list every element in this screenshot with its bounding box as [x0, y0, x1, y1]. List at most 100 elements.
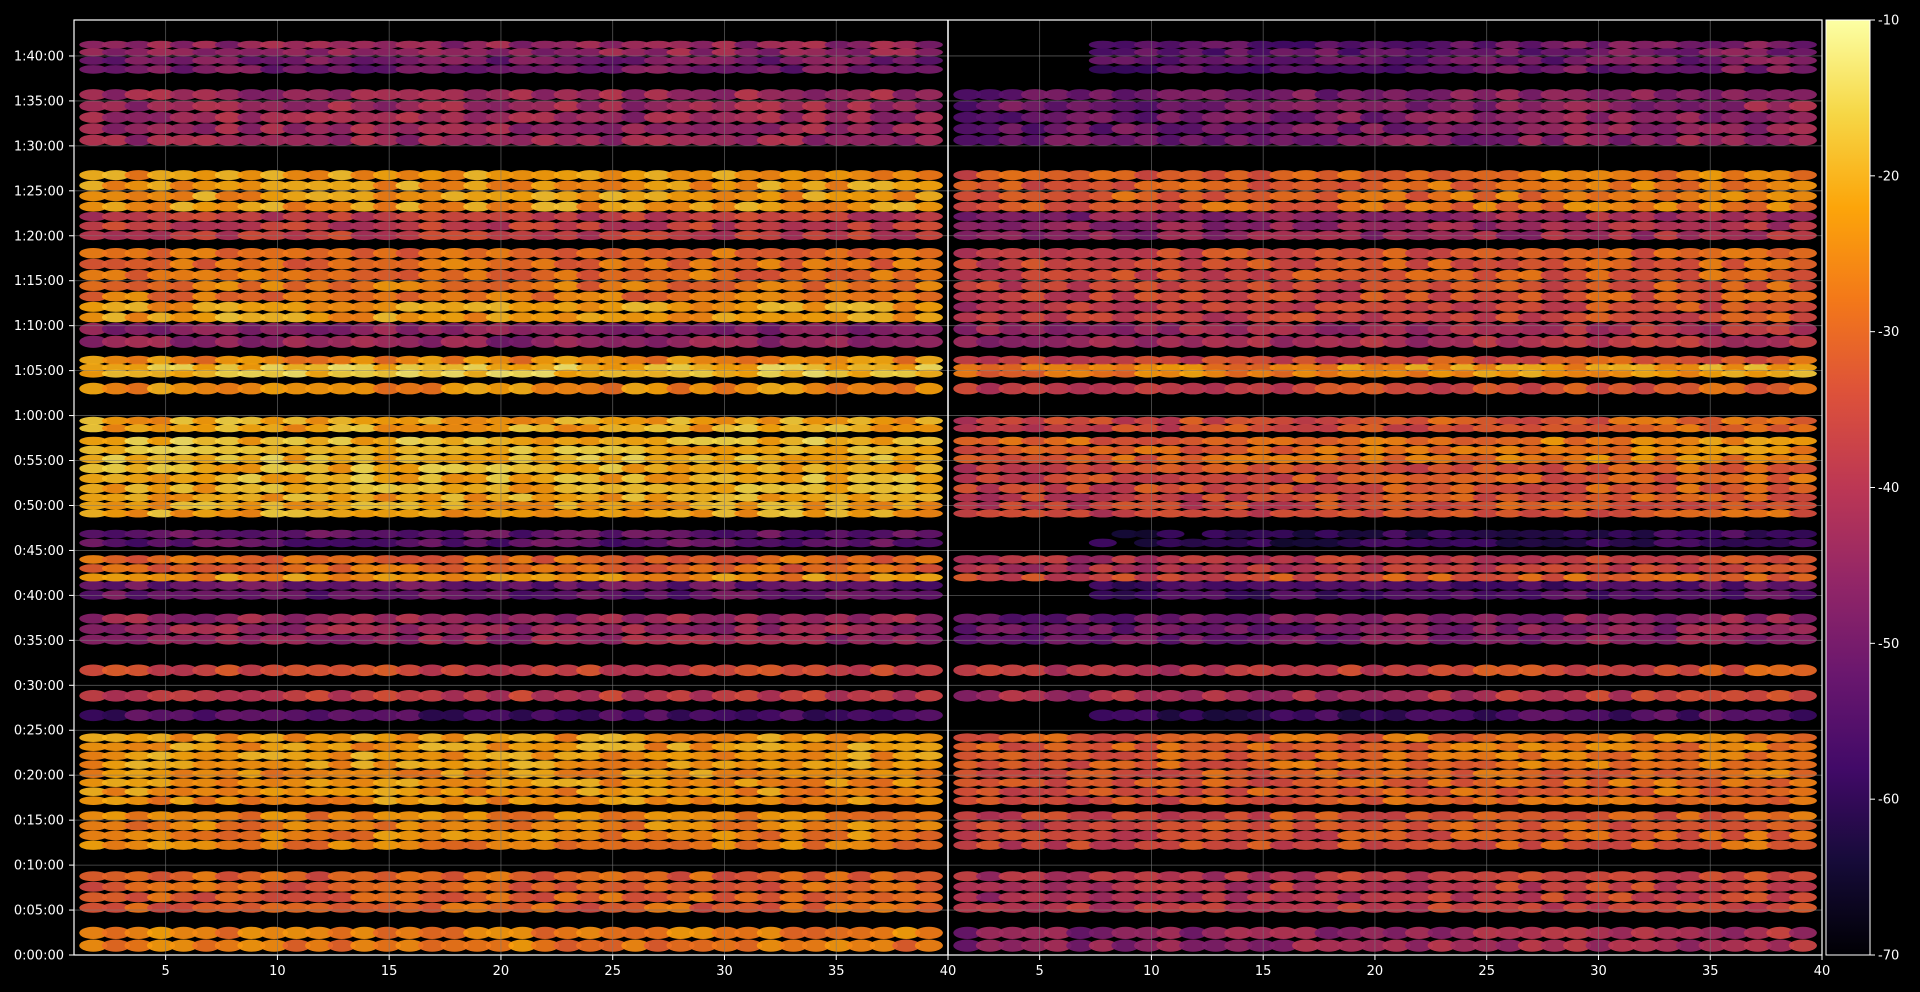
heat-cell-left-22-0-31 — [779, 281, 808, 291]
heat-cell-left-21-1-17 — [463, 312, 492, 323]
heat-cell-right-19-0-16 — [1314, 355, 1343, 365]
heat-cell-left-11-1-30 — [756, 564, 785, 573]
heat-cell-left-25-1-10 — [305, 180, 334, 191]
heat-cell-right-21-0-16 — [1314, 301, 1343, 312]
heat-cell-left-22-0-33 — [824, 281, 853, 291]
heat-cell-left-1-0-7 — [237, 871, 266, 882]
heat-cell-right-19-0-11 — [1201, 355, 1230, 365]
heat-cell-left-23-2-30 — [756, 269, 785, 281]
heat-cell-left-9-0-24 — [621, 580, 650, 590]
heat-cell-left-0-0-17 — [463, 926, 492, 940]
heat-cell-left-2-0-37 — [914, 811, 943, 821]
heat-cell-left-14-0-33 — [824, 463, 853, 474]
heat-cell-left-26-1-12 — [350, 100, 379, 112]
heat-cell-right-11-1-20 — [1405, 564, 1433, 573]
heat-cell-right-25-2-17 — [1337, 191, 1366, 202]
heat-cell-right-14-1-6 — [1088, 473, 1117, 484]
heat-cell-right-24-1-6 — [1088, 221, 1117, 231]
heat-cell-right-15-0-25 — [1517, 436, 1546, 446]
heat-cell-left-11-1-7 — [237, 564, 266, 573]
heat-cell-left-16-0-8 — [260, 416, 288, 425]
heat-cell-left-13-0-29 — [734, 493, 763, 502]
heat-cell-left-26-2-7 — [237, 111, 266, 123]
heat-cell-right-20-1-17 — [1337, 335, 1366, 348]
heat-cell-left-16-0-13 — [372, 416, 401, 425]
heat-cell-right-4-0-36 — [1766, 733, 1795, 742]
heat-cell-left-5-0-26 — [666, 709, 695, 722]
heat-cell-right-11-1-22 — [1450, 564, 1479, 573]
heat-cell-right-15-0-29 — [1608, 436, 1637, 446]
heat-cell-left-3-2-16 — [440, 787, 469, 796]
heat-cell-left-12-0-1 — [101, 529, 130, 539]
heat-cell-left-3-1-4 — [169, 778, 198, 787]
heat-cell-left-22-1-18 — [485, 291, 514, 302]
heat-cell-left-6-0-36 — [892, 690, 921, 702]
heat-cell-right-3-0-34 — [1721, 769, 1750, 778]
heat-cell-left-28-0-21 — [553, 40, 582, 49]
heat-cell-left-11-0-7 — [237, 555, 266, 564]
heat-cell-left-18-0-3 — [147, 363, 175, 372]
heat-cell-left-4-3-30 — [756, 760, 785, 769]
heat-cell-left-26-1-11 — [327, 100, 356, 112]
heat-cell-left-23-2-20 — [531, 269, 559, 281]
heat-cell-left-1-2-31 — [779, 892, 808, 903]
heat-cell-left-26-1-24 — [621, 100, 650, 112]
heat-cell-left-8-2-8 — [260, 634, 288, 645]
heat-cell-left-8-2-30 — [756, 634, 785, 645]
heat-cell-right-21-1-35 — [1743, 312, 1772, 323]
heat-cell-right-4-2-33 — [1698, 751, 1727, 760]
heat-cell-right-14-1-36 — [1766, 473, 1795, 484]
heat-cell-right-23-0-9 — [1156, 248, 1185, 259]
heat-cell-right-4-2-11 — [1201, 751, 1230, 760]
heat-cell-left-16-1-21 — [553, 424, 582, 433]
heat-cell-right-18-1-33 — [1698, 369, 1727, 378]
heat-cell-right-18-1-20 — [1405, 369, 1433, 378]
heat-cell-right-3-2-25 — [1517, 787, 1546, 796]
heat-cell-left-15-1-31 — [779, 445, 808, 455]
heat-cell-right-15-0-10 — [1179, 436, 1208, 446]
heat-cell-left-11-0-12 — [350, 555, 379, 564]
heat-cell-left-24-0-27 — [689, 211, 718, 222]
heat-cell-right-17-0-5 — [1066, 382, 1095, 395]
heat-cell-right-18-1-35 — [1743, 369, 1772, 378]
heat-cell-right-24-1-16 — [1314, 221, 1343, 231]
heat-cell-right-25-2-8 — [1134, 191, 1162, 202]
heat-cell-left-8-2-5 — [192, 634, 221, 645]
heat-cell-left-5-0-8 — [260, 709, 288, 722]
heat-cell-left-10-0-12 — [350, 573, 379, 582]
heat-cell-right-0-0-31 — [1653, 926, 1682, 940]
heat-cell-left-3-3-3 — [147, 796, 175, 805]
heat-cell-right-18-0-0 — [953, 363, 982, 372]
heat-cell-left-8-0-29 — [734, 613, 763, 624]
heat-cell-left-0-0-22 — [576, 926, 605, 940]
heat-cell-right-17-0-20 — [1405, 382, 1433, 395]
heat-cell-left-27-1-7 — [237, 65, 266, 74]
heat-cell-right-2-0-32 — [1676, 811, 1704, 821]
heat-cell-left-26-0-6 — [214, 89, 243, 101]
heat-cell-right-19-0-29 — [1608, 355, 1637, 365]
heat-cell-right-4-1-28 — [1585, 742, 1614, 751]
heat-cell-left-26-2-31 — [779, 111, 808, 123]
heat-cell-left-2-0-6 — [214, 811, 243, 821]
heat-cell-right-3-0-2 — [998, 769, 1027, 778]
heat-cell-right-17-0-13 — [1246, 382, 1275, 395]
heat-cell-left-7-0-11 — [327, 664, 356, 677]
heat-cell-left-15-0-36 — [892, 436, 921, 446]
heat-cell-left-17-0-27 — [689, 382, 718, 395]
heat-cell-right-9-0-20 — [1405, 580, 1433, 590]
heat-cell-left-14-2-5 — [192, 483, 221, 494]
heat-cell-left-13-0-32 — [802, 493, 830, 502]
heat-cell-left-22-1-10 — [305, 291, 334, 302]
heat-cell-left-8-2-33 — [824, 634, 853, 645]
heat-cell-left-22-0-16 — [440, 281, 469, 291]
heat-cell-right-14-0-35 — [1743, 463, 1772, 474]
heat-cell-left-28-0-34 — [847, 40, 876, 49]
heat-cell-left-9-0-9 — [282, 580, 311, 590]
heat-cell-right-2-3-28 — [1585, 840, 1614, 850]
heat-cell-right-2-3-6 — [1088, 840, 1117, 850]
heat-cell-left-8-0-11 — [327, 613, 356, 624]
heat-cell-left-21-1-22 — [576, 312, 605, 323]
heat-cell-right-25-3-0 — [953, 201, 982, 212]
heat-cell-right-2-3-12 — [1224, 840, 1253, 850]
heat-cell-right-2-1-7 — [1111, 821, 1140, 831]
